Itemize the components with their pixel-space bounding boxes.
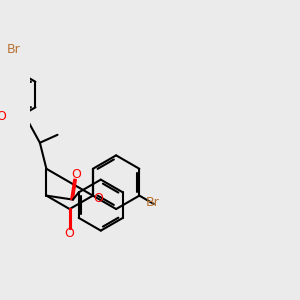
Text: O: O [93,192,103,205]
Text: O: O [65,227,75,241]
Text: O: O [0,110,7,123]
Text: Br: Br [7,43,20,56]
Text: Br: Br [146,196,159,209]
Text: O: O [72,168,82,182]
